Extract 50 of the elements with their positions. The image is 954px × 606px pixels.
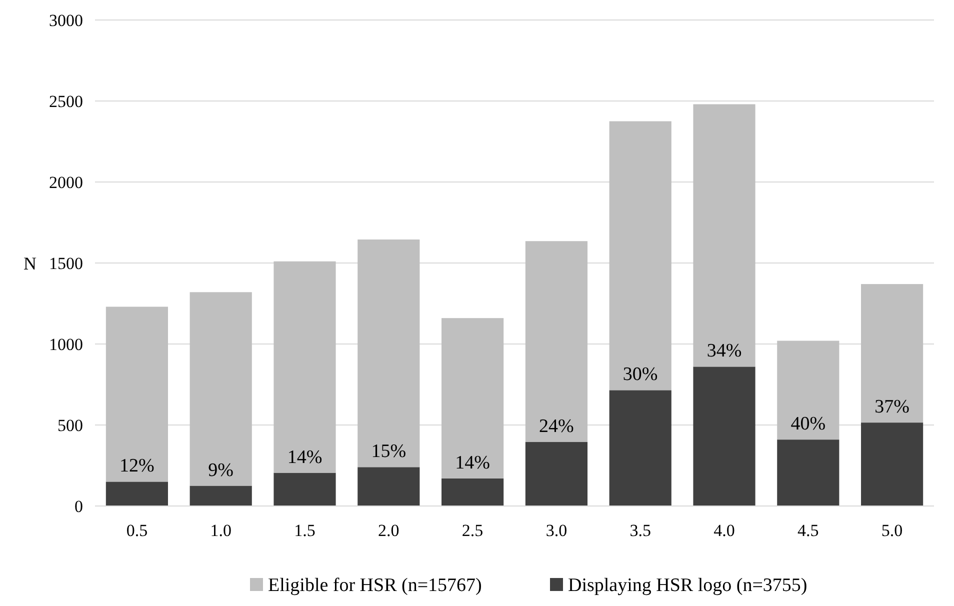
- bar: [442, 318, 504, 478]
- annotation: 24%: [539, 416, 574, 438]
- x-tick-label: 1.5: [294, 521, 316, 540]
- bar: [274, 472, 336, 506]
- y-tick-label: 1000: [49, 334, 83, 354]
- y-tick-label: 2500: [49, 92, 83, 111]
- x-tick-label: 2.5: [462, 521, 484, 540]
- y-tick-label: 1500: [49, 254, 83, 273]
- bar: [693, 104, 756, 367]
- bar: [106, 306, 168, 482]
- annotation: 40%: [790, 414, 826, 435]
- bar: [525, 442, 588, 506]
- annotation: 15%: [371, 441, 406, 462]
- bar: [274, 261, 336, 473]
- bar: [861, 422, 924, 506]
- bar: [609, 121, 672, 390]
- x-tick-label: 5.0: [881, 521, 903, 540]
- legend-label: Eligible for HSR (n=15767): [268, 575, 482, 596]
- bar: [777, 440, 840, 506]
- bar: [609, 390, 672, 506]
- annotation: 30%: [622, 364, 658, 386]
- legend-label: Displaying HSR logo (n=3755): [568, 575, 808, 596]
- y-tick-label: 3000: [49, 10, 83, 30]
- bar: [358, 240, 420, 468]
- bar: [442, 478, 504, 506]
- y-axis-title: N: [24, 253, 36, 274]
- bar: [190, 292, 252, 486]
- annotation: 37%: [874, 396, 910, 418]
- x-tick-label: 2.0: [378, 521, 400, 540]
- y-tick-label: 500: [58, 416, 83, 435]
- x-tick-label: 0.5: [126, 521, 148, 540]
- x-tick-label: 4.0: [714, 521, 735, 540]
- x-tick-label: 3.0: [546, 521, 568, 540]
- x-tick-label: 1.0: [210, 521, 232, 540]
- annotation: 34%: [706, 340, 742, 362]
- y-tick-label: 0: [74, 496, 83, 516]
- bar: [777, 340, 840, 440]
- x-tick-label: 4.5: [798, 521, 819, 540]
- bar: [190, 486, 252, 506]
- x-tick-label: 3.5: [630, 521, 651, 540]
- annotation: 9%: [208, 460, 234, 481]
- annotation: 14%: [455, 452, 490, 474]
- bar: [693, 366, 756, 506]
- bar: [106, 482, 168, 506]
- annotation: 14%: [287, 446, 322, 468]
- annotation: 12%: [120, 456, 155, 477]
- bar: [525, 241, 588, 442]
- bar: [861, 284, 924, 423]
- bar: [358, 467, 420, 506]
- y-tick-label: 2000: [49, 172, 83, 192]
